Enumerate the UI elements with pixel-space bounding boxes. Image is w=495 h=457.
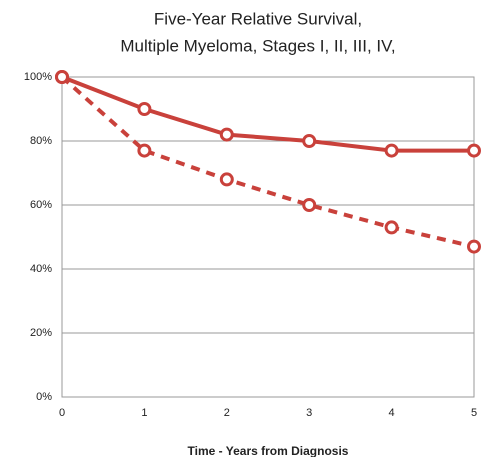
data-point: [384, 220, 399, 235]
data-point: [302, 198, 317, 212]
data-point: [384, 143, 399, 158]
data-point: [137, 102, 152, 116]
y-tick-label: 0%: [36, 391, 52, 403]
y-tick-label: 20%: [30, 327, 52, 339]
data-point: [467, 239, 481, 254]
chart-title: Five-Year Relative Survival,: [154, 9, 362, 28]
series-line: [60, 75, 475, 249]
x-tick-label: 4: [389, 407, 395, 419]
data-point: [302, 134, 317, 148]
y-tick-label: 40%: [30, 263, 52, 275]
data-point: [467, 143, 481, 158]
data-point: [137, 143, 152, 158]
x-tick-label: 2: [224, 407, 230, 419]
chart-title: Multiple Myeloma, Stages I, II, III, IV,: [120, 36, 395, 55]
x-tick-label: 3: [306, 407, 312, 419]
x-tick-label: 1: [141, 407, 147, 419]
series-line: [61, 75, 474, 153]
data-point: [219, 172, 234, 187]
y-tick-label: 80%: [30, 135, 52, 147]
x-tick-label: 5: [471, 407, 477, 419]
x-axis-label: Time - Years from Diagnosis: [188, 444, 349, 457]
y-tick-label: 60%: [30, 199, 52, 211]
x-tick-label: 0: [59, 407, 65, 419]
plot-frame: [61, 76, 475, 398]
data-point: [55, 70, 69, 84]
y-tick-label: 100%: [24, 71, 52, 83]
data-point: [219, 127, 234, 142]
